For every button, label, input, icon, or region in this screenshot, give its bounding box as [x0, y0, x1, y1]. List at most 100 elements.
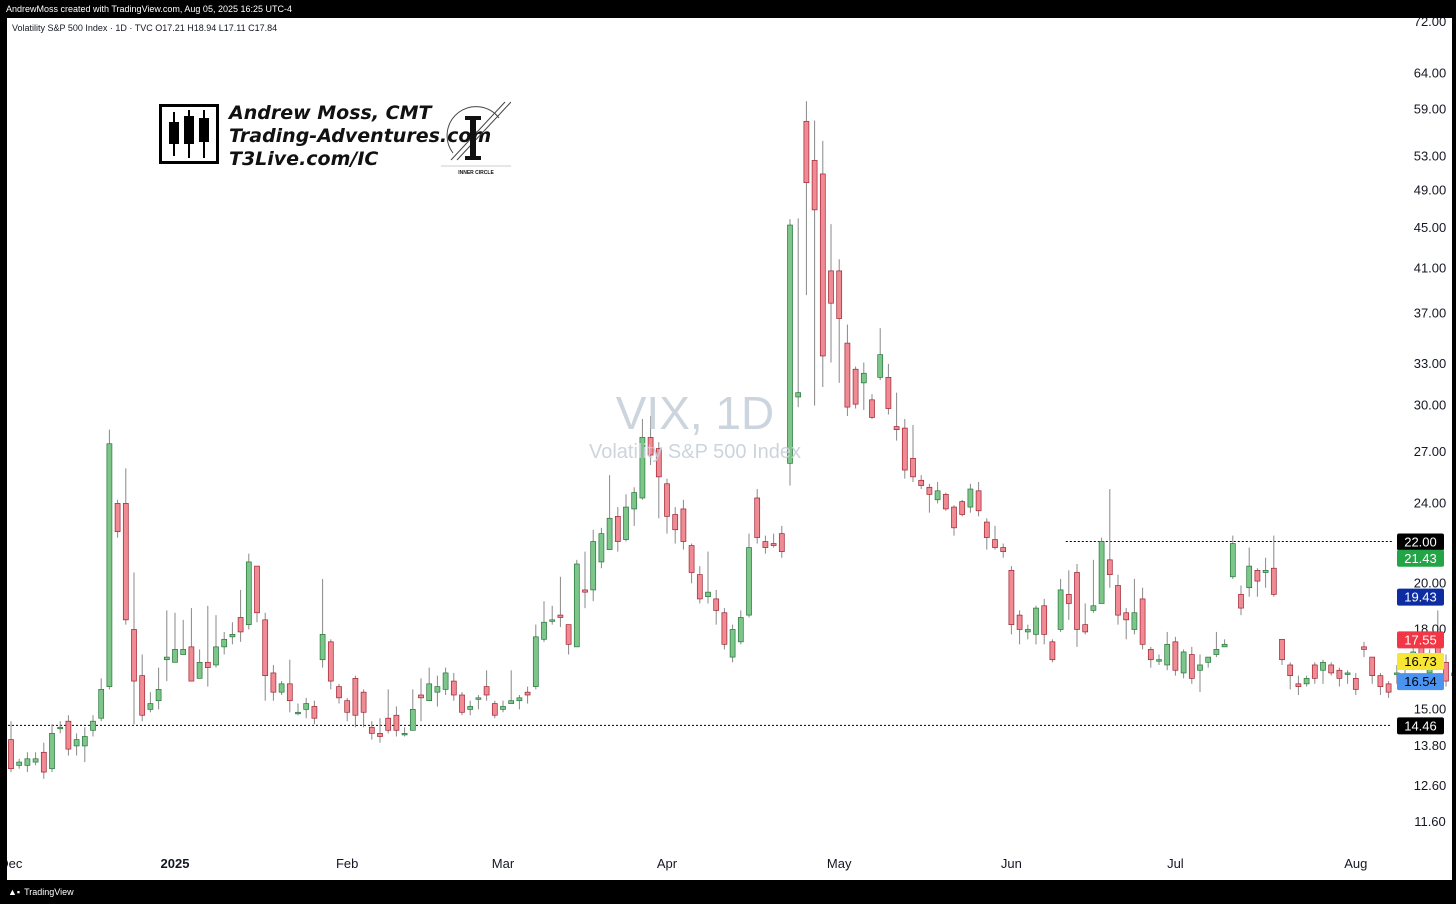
- price-axis[interactable]: 72.00 64.00 59.00 53.00 49.00 45.00 41.00 37.00…: [1414, 18, 1447, 829]
- symbol-watermark: VIX, 1D Volatility S&P 500 Index: [570, 386, 820, 464]
- candle: [664, 478, 670, 534]
- candle: [1082, 603, 1089, 635]
- candle-body: [672, 514, 679, 531]
- candle-body: [65, 720, 72, 750]
- candle: [1074, 564, 1080, 647]
- candle-body: [910, 457, 916, 478]
- candle: [32, 752, 39, 766]
- price-label: 19.43: [1397, 588, 1444, 606]
- candle: [229, 622, 236, 645]
- candle: [770, 533, 777, 548]
- price-tick-label: 30.00: [1414, 398, 1447, 413]
- candle-body: [729, 629, 736, 658]
- candle-body: [131, 629, 137, 682]
- candle-body: [762, 541, 769, 548]
- price-label: 22.00: [1397, 533, 1444, 551]
- candle: [1287, 662, 1294, 690]
- candle-body: [73, 739, 80, 747]
- price-tick-label: 45.00: [1414, 220, 1447, 235]
- candle: [893, 392, 900, 441]
- candle-body: [582, 589, 588, 593]
- candle-body: [442, 672, 449, 690]
- candle-body: [1287, 664, 1294, 676]
- candle: [385, 689, 392, 734]
- candle-body: [598, 533, 605, 563]
- candle: [795, 218, 802, 408]
- inner-circle-logo-icon: INNER CIRCLE: [441, 101, 511, 176]
- candle: [582, 551, 588, 609]
- watermark-subtitle: Volatility S&P 500 Index: [589, 441, 801, 463]
- candle: [1344, 670, 1351, 684]
- candle: [278, 681, 285, 695]
- candle: [114, 499, 121, 538]
- price-label-bg: [1397, 653, 1444, 671]
- candle-body: [1123, 612, 1130, 621]
- candle: [24, 752, 31, 773]
- time-axis[interactable]: Dec 2025 Feb Mar Apr May Jun Jul Aug: [7, 856, 1367, 871]
- candle-body: [426, 683, 433, 702]
- price-label-bg: [1397, 673, 1444, 691]
- symbol-ohlc-line: Volatility S&P 500 Index · 1D · TVC O17.…: [12, 23, 278, 33]
- candle: [787, 219, 793, 486]
- price-tick-label: 33.00: [1414, 356, 1447, 371]
- candle-body: [811, 160, 818, 211]
- candle-body: [713, 598, 720, 611]
- candle: [122, 468, 129, 625]
- candle: [934, 482, 941, 504]
- candle-body: [418, 694, 424, 699]
- candle-body: [942, 494, 949, 510]
- time-tick-label: May: [827, 856, 852, 871]
- time-tick-label: Dec: [7, 856, 23, 871]
- price-tick-label: 15.00: [1414, 701, 1447, 716]
- candle: [1131, 578, 1138, 635]
- candle: [262, 612, 269, 701]
- candle: [778, 525, 785, 558]
- price-label-bg: [1397, 631, 1444, 649]
- candle-body: [1279, 638, 1285, 661]
- candle: [541, 601, 547, 642]
- candle: [590, 529, 597, 602]
- candle-body: [844, 342, 851, 408]
- candle: [737, 610, 744, 645]
- candle: [869, 394, 875, 419]
- candle-body: [90, 720, 96, 731]
- candle: [885, 363, 892, 415]
- candle: [1262, 557, 1269, 588]
- candle: [1238, 585, 1244, 616]
- candle-body: [1180, 651, 1187, 674]
- candle-body: [475, 697, 482, 700]
- candlestick-chart[interactable]: 72.00 64.00 59.00 53.00 49.00 45.00 41.00 37.00…: [7, 18, 1452, 880]
- candle: [688, 543, 695, 584]
- candle-body: [245, 561, 252, 625]
- candle: [1090, 559, 1097, 613]
- candle-body: [32, 758, 39, 763]
- candle: [1139, 587, 1146, 650]
- candle: [713, 589, 720, 625]
- price-label-text: 21.43: [1404, 551, 1437, 566]
- candle-body: [1074, 572, 1080, 630]
- candle-body: [975, 490, 982, 512]
- candle: [16, 758, 23, 769]
- candle-body: [1197, 664, 1203, 671]
- candle: [1098, 537, 1105, 604]
- candle-body: [1090, 605, 1097, 611]
- candle: [393, 706, 400, 737]
- price-label-text: 16.73: [1404, 654, 1437, 669]
- candle: [951, 505, 957, 536]
- candle-body: [270, 672, 277, 693]
- chart-pane[interactable]: 72.00 64.00 59.00 53.00 49.00 45.00 41.00 37.00…: [7, 18, 1452, 880]
- candle-body: [508, 700, 515, 704]
- candle: [1041, 598, 1048, 645]
- candle-body: [1098, 541, 1105, 604]
- candle-body: [557, 614, 564, 618]
- candle: [680, 499, 687, 550]
- candle-body: [409, 709, 416, 731]
- candle: [647, 415, 654, 465]
- candle-body: [155, 689, 162, 702]
- candle: [450, 672, 457, 701]
- candle: [483, 670, 490, 701]
- candle-body: [590, 541, 597, 591]
- candle: [303, 697, 310, 719]
- candle-body: [1115, 585, 1121, 616]
